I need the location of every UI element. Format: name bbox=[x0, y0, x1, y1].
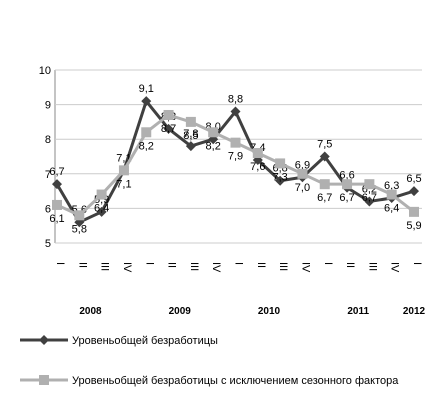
x-tick-label: II bbox=[76, 262, 88, 268]
marker bbox=[118, 165, 129, 176]
legend-marker bbox=[39, 335, 49, 345]
marker bbox=[252, 148, 263, 159]
legend-label: Уровеньобщей безработицы bbox=[72, 335, 218, 347]
data-label: 6,4 bbox=[94, 203, 109, 215]
marker bbox=[319, 151, 330, 162]
data-label: 6,4 bbox=[384, 203, 399, 215]
data-label: 6,7 bbox=[339, 192, 354, 204]
x-tick-label: II bbox=[344, 262, 356, 268]
legend-marker bbox=[39, 375, 49, 385]
data-label: 9,1 bbox=[139, 83, 154, 95]
marker bbox=[297, 168, 308, 179]
marker bbox=[208, 127, 219, 138]
y-tick-label: 6 bbox=[45, 203, 51, 215]
marker bbox=[409, 186, 419, 197]
marker bbox=[230, 106, 241, 117]
data-label: 6,5 bbox=[406, 173, 421, 185]
x-tick-label: I bbox=[233, 262, 245, 265]
data-label: 7,6 bbox=[250, 161, 265, 173]
marker bbox=[275, 158, 286, 169]
marker bbox=[163, 109, 174, 120]
x-tick-label: IV bbox=[121, 262, 133, 273]
data-label: 7,9 bbox=[228, 151, 243, 163]
data-label: 7,1 bbox=[116, 178, 131, 190]
marker bbox=[364, 196, 375, 207]
data-label: 5,9 bbox=[406, 220, 421, 232]
x-tick-label: III bbox=[277, 262, 289, 271]
legend-label: Уровеньобщей безработицы с исключением с… bbox=[72, 375, 399, 387]
x-tick-label: I bbox=[54, 262, 66, 265]
x-tick-label: IV bbox=[299, 262, 311, 273]
data-label: 6,7 bbox=[362, 192, 377, 204]
data-label: 7,8 bbox=[183, 128, 198, 140]
y-tick-label: 7 bbox=[45, 169, 51, 181]
year-label: 2012 bbox=[403, 306, 426, 317]
marker bbox=[386, 189, 397, 200]
x-tick-label: I bbox=[411, 262, 423, 265]
data-label: 8,7 bbox=[161, 123, 176, 135]
data-label: 7,0 bbox=[295, 182, 310, 194]
x-tick-label: III bbox=[188, 262, 200, 271]
marker bbox=[230, 137, 241, 148]
data-label: 6,6 bbox=[339, 170, 354, 182]
marker bbox=[275, 175, 286, 186]
x-tick-label: III bbox=[366, 262, 378, 271]
marker bbox=[409, 206, 419, 217]
x-tick-label: IV bbox=[389, 262, 401, 273]
x-tick-label: I bbox=[322, 262, 334, 265]
line bbox=[56, 113, 415, 218]
marker bbox=[96, 189, 107, 200]
marker bbox=[52, 179, 62, 190]
year-label: 2010 bbox=[258, 306, 281, 317]
marker bbox=[185, 116, 196, 127]
y-tick-label: 5 bbox=[45, 238, 51, 250]
data-label: 8,2 bbox=[139, 140, 154, 152]
marker bbox=[185, 141, 196, 152]
marker bbox=[319, 179, 330, 190]
data-label: 6,7 bbox=[317, 192, 332, 204]
year-label: 2011 bbox=[347, 306, 369, 317]
data-label: 6,9 bbox=[295, 159, 310, 171]
data-label: 6,3 bbox=[384, 180, 399, 192]
x-tick-label: I bbox=[143, 262, 155, 265]
marker bbox=[364, 179, 375, 190]
data-label: 6,7 bbox=[49, 166, 64, 178]
data-label: 7,3 bbox=[272, 171, 287, 183]
year-label: 2008 bbox=[79, 306, 102, 317]
y-tick-label: 8 bbox=[45, 134, 51, 146]
data-label: 5,8 bbox=[72, 223, 87, 235]
y-tick-label: 9 bbox=[45, 100, 51, 112]
data-label: 6,1 bbox=[49, 213, 64, 225]
marker bbox=[342, 179, 353, 190]
x-tick-label: II bbox=[255, 262, 267, 268]
data-label: 7,5 bbox=[317, 139, 332, 151]
data-label: 8,5 bbox=[183, 130, 198, 142]
data-label: 8,2 bbox=[206, 140, 221, 152]
year-label: 2009 bbox=[169, 306, 192, 317]
marker bbox=[96, 206, 107, 217]
x-tick-label: II bbox=[166, 262, 178, 268]
x-tick-label: III bbox=[99, 262, 111, 271]
marker bbox=[52, 199, 62, 210]
data-label: 8,8 bbox=[228, 94, 243, 106]
marker bbox=[141, 96, 152, 107]
marker bbox=[74, 210, 85, 221]
marker bbox=[163, 123, 174, 134]
x-tick-label: IV bbox=[210, 262, 222, 273]
marker bbox=[141, 127, 152, 138]
y-tick-label: 10 bbox=[39, 65, 51, 77]
